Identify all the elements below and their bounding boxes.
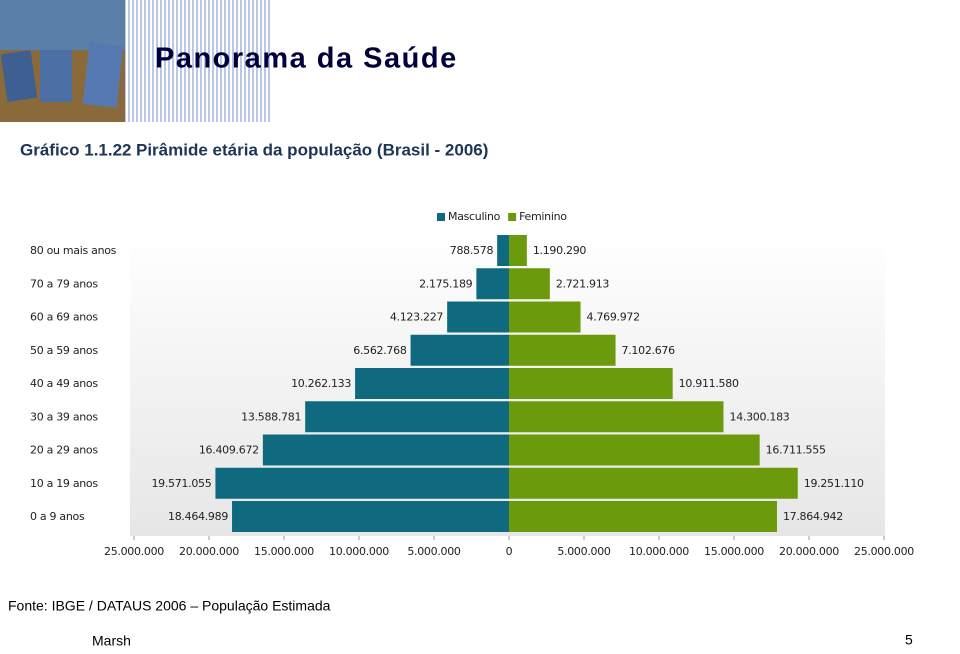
category-label: 80 ou mais anos (30, 244, 117, 257)
category-label: 20 a 29 anos (30, 444, 98, 457)
value-label: 13.588.781 (241, 410, 301, 423)
x-tick-label: 25.000.000 (854, 545, 914, 558)
bar (509, 434, 760, 466)
value-label: 17.864.942 (783, 510, 843, 523)
legend-label: Masculino (448, 210, 501, 223)
bar (232, 501, 510, 532)
x-tick-label: 15.000.000 (254, 545, 314, 558)
value-label: 788.578 (450, 244, 494, 257)
value-label: 6.562.768 (353, 344, 407, 357)
bar (355, 368, 509, 399)
x-tick-label: 15.000.000 (704, 545, 764, 558)
value-label: 14.300.183 (730, 410, 790, 423)
bar (509, 368, 673, 399)
legend-swatch (508, 213, 517, 221)
value-label: 16.711.555 (766, 444, 826, 457)
bar (497, 235, 509, 266)
value-label: 4.769.972 (587, 311, 640, 324)
value-label: 10.262.133 (291, 377, 351, 390)
bar (410, 334, 509, 366)
legend-swatch (437, 213, 445, 221)
category-label: 10 a 19 anos (30, 477, 98, 490)
bar (476, 268, 509, 300)
footer-text: Marsh (92, 633, 131, 649)
category-label: 50 a 59 anos (30, 344, 98, 357)
x-tick-label: 5.000.000 (557, 545, 611, 558)
x-tick-label: 20.000.000 (779, 545, 839, 558)
bar (215, 467, 509, 499)
category-label: 30 a 39 anos (30, 410, 98, 423)
value-label: 10.911.580 (679, 377, 739, 390)
x-tick-label: 25.000.000 (104, 545, 164, 558)
bar (509, 334, 616, 366)
bar (509, 301, 581, 333)
legend-label: Feminino (519, 210, 567, 223)
value-label: 19.251.110 (804, 477, 864, 490)
category-label: 40 a 49 anos (30, 377, 98, 390)
value-label: 16.409.672 (199, 444, 259, 457)
x-tick-label: 10.000.000 (329, 545, 389, 558)
x-tick-label: 5.000.000 (407, 545, 461, 558)
value-label: 18.464.989 (168, 510, 228, 523)
value-label: 1.190.290 (533, 244, 587, 257)
bar (509, 268, 550, 300)
bar (305, 401, 509, 433)
category-label: 70 a 79 anos (30, 277, 98, 290)
x-tick-label: 20.000.000 (179, 545, 239, 558)
value-label: 19.571.055 (151, 477, 211, 490)
page-number: 5 (905, 632, 913, 648)
bar (509, 501, 777, 532)
figure-label: Gráfico 1.1.22 (20, 140, 132, 159)
category-label: 0 a 9 anos (30, 510, 85, 523)
source-note: Fonte: IBGE / DATAUS 2006 – População Es… (8, 598, 331, 614)
bar (447, 301, 509, 333)
value-label: 2.721.913 (556, 277, 610, 290)
chart-title: Pirâmide etária da população (Brasil - 2… (136, 140, 488, 159)
bar (509, 401, 724, 433)
slide-title: Panorama da Saúde (155, 43, 458, 75)
value-label: 2.175.189 (419, 277, 473, 290)
x-tick-label: 10.000.000 (629, 545, 689, 558)
x-tick-label: 0 (506, 545, 513, 558)
header-illustration (0, 0, 272, 122)
bar (262, 434, 509, 466)
bar (509, 235, 527, 266)
bar (509, 467, 798, 499)
value-label: 4.123.227 (390, 311, 444, 324)
value-label: 7.102.676 (622, 344, 676, 357)
category-label: 60 a 69 anos (30, 311, 98, 324)
